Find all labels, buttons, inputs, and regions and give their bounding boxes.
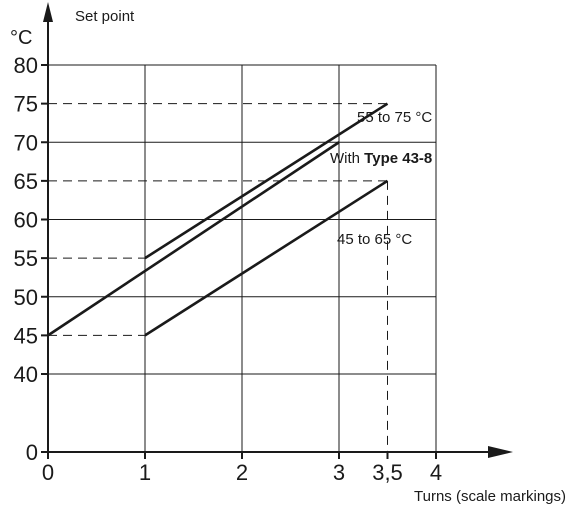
series-label-type: Type 43-8 <box>364 150 432 167</box>
x-axis-arrow <box>488 446 513 458</box>
y-tick-label-55: 55 <box>14 246 38 271</box>
y-tick-label-60: 60 <box>14 208 38 233</box>
series-line-0 <box>144 102 389 260</box>
y-tick-label-75: 75 <box>14 92 38 117</box>
reference-dashed-lines <box>48 103 388 452</box>
y-tick-label-40: 40 <box>14 362 38 387</box>
x-tick-label-0: 0 <box>42 460 54 485</box>
x-tick-label-2: 2 <box>236 460 248 485</box>
x-tick-label-1: 1 <box>139 460 151 485</box>
series-lines <box>47 102 389 337</box>
x-tick-label-3: 3 <box>333 460 345 485</box>
series-label-type-43-8: With Type 43-8 <box>330 150 432 167</box>
y-axis-arrow <box>43 2 53 22</box>
y-tick-label-45: 45 <box>14 323 38 348</box>
series-label-55-75: 55 to 75 °C <box>357 109 432 126</box>
x-tick-label-4: 4 <box>430 460 442 485</box>
y-tick-label-65: 65 <box>14 169 38 194</box>
y-tick-label-50: 50 <box>14 285 38 310</box>
axes <box>43 2 513 458</box>
series-label-45-65: 45 to 65 °C <box>337 231 412 248</box>
y-tick-label-0: 0 <box>26 440 38 465</box>
y-tick-label-70: 70 <box>14 130 38 155</box>
tick-labels: 0 40 45 50 55 60 65 70 75 80 0 1 2 3 3,5 4 <box>14 53 443 485</box>
series-label-prefix: With <box>330 150 364 167</box>
y-tick-label-80: 80 <box>14 53 38 78</box>
y-axis-unit: °C <box>10 27 32 49</box>
x-axis-label: Turns (scale markings) <box>414 488 566 505</box>
series-line-2 <box>144 179 389 337</box>
x-tick-label-3,5: 3,5 <box>372 460 403 485</box>
series-line-1 <box>47 141 340 337</box>
y-axis-label: Set point <box>75 8 135 25</box>
